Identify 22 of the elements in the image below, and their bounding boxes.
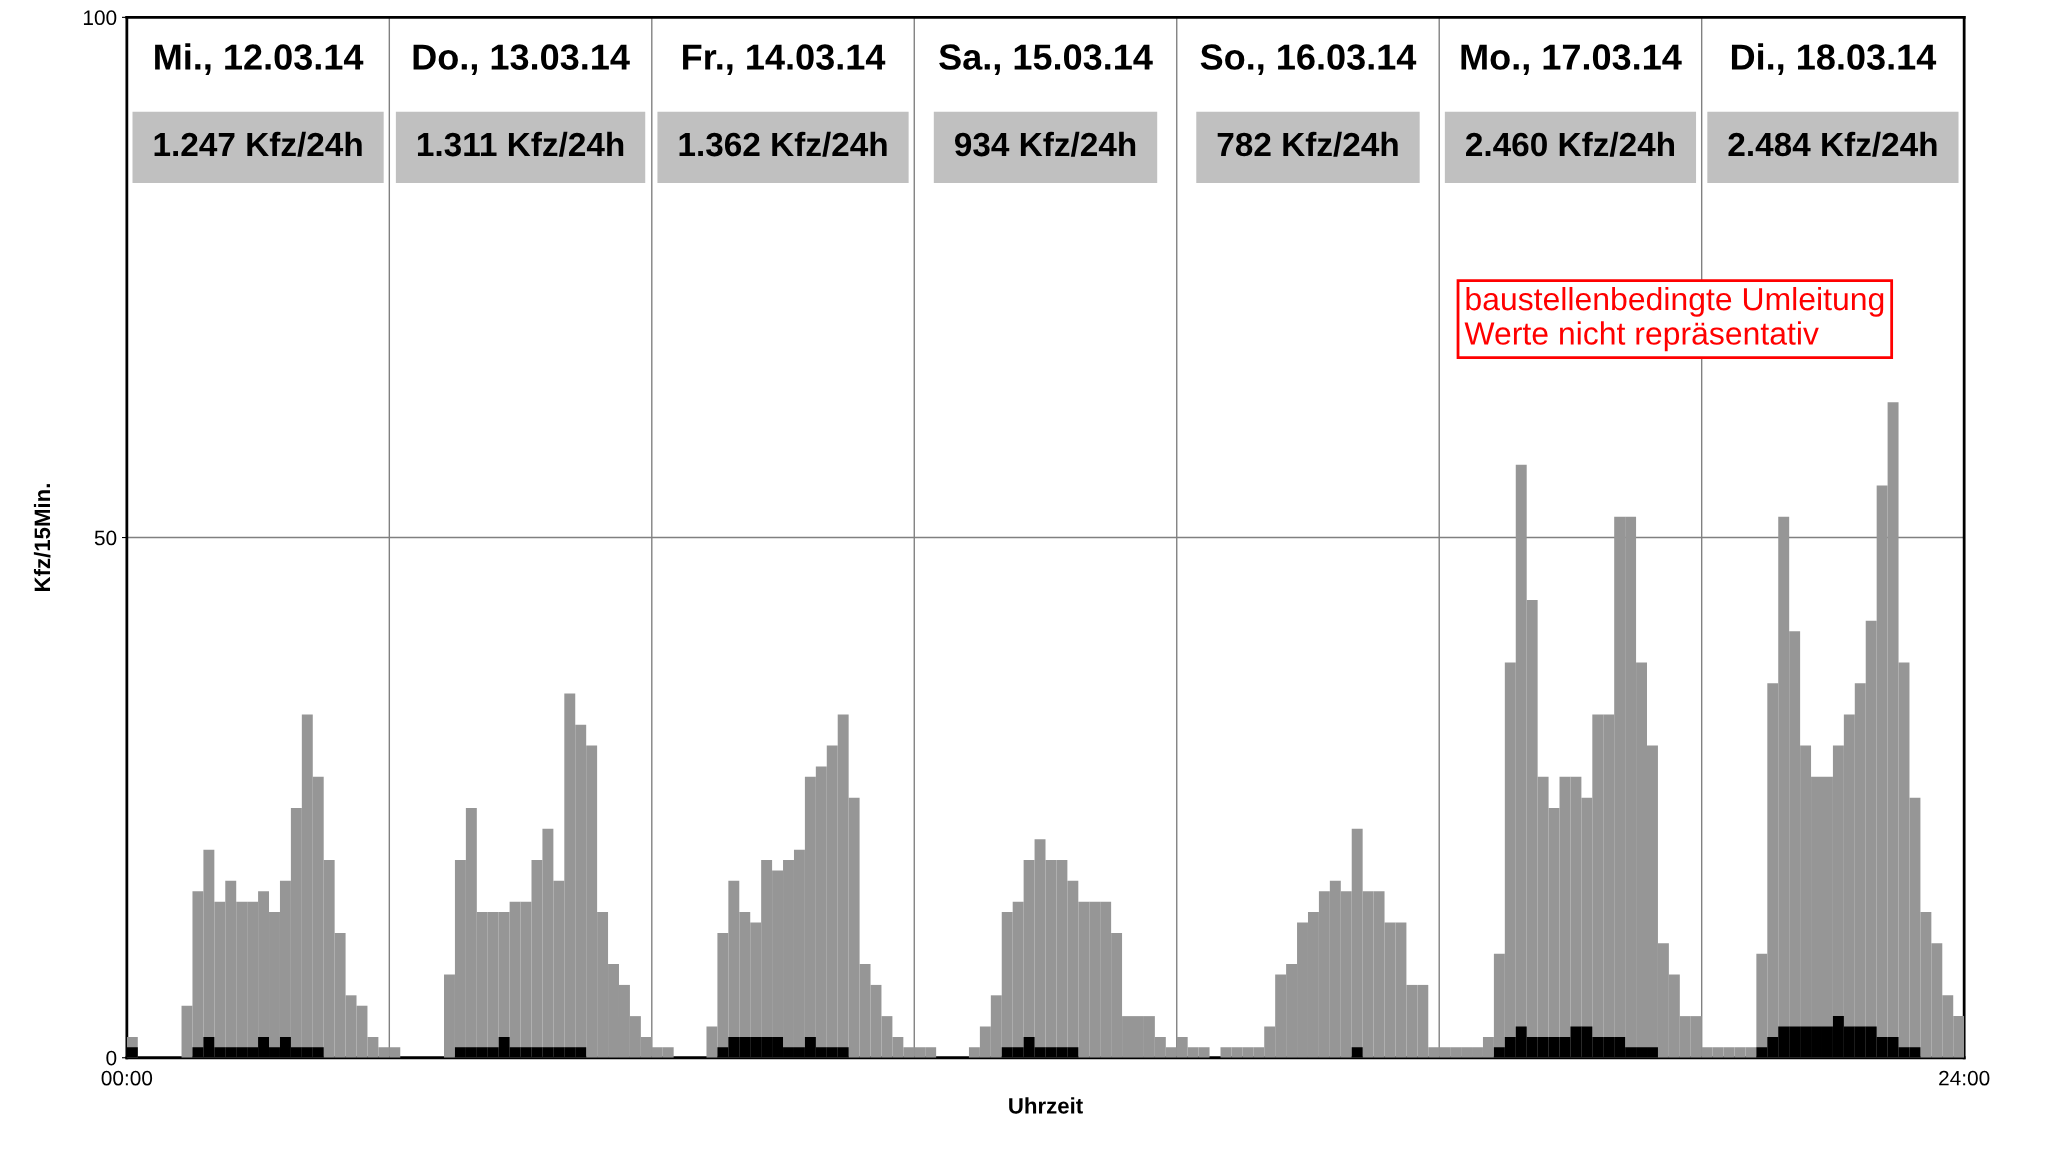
annotation: Do., 13.03.14: [413, 44, 630, 76]
annotation: baustellenbedingte Umleitung Werte nicht repräsentativ: [1464, 286, 1884, 352]
annotation: So., 16.03.14: [1200, 44, 1417, 76]
y-tick-label: 50: [94, 530, 117, 546]
annotation: Sa., 15.03.14: [939, 44, 1153, 76]
annotation: 782 Kfz/24h: [1217, 131, 1398, 157]
y-axis-title: Kfz/15Min.: [33, 484, 51, 591]
annotation: Mo., 17.03.14: [1461, 44, 1682, 76]
annotation: 2.484 Kfz/24h: [1728, 131, 1937, 157]
y-tick-label: 0: [106, 1050, 117, 1066]
annotation: 1.362 Kfz/24h: [679, 131, 887, 157]
annotation: Fr., 14.03.14: [683, 44, 886, 76]
x-axis-title: Uhrzeit: [1009, 1097, 1083, 1114]
annotation: 1.311 Kfz/24h: [417, 131, 624, 157]
annotation: Mi., 12.03.14: [155, 43, 364, 76]
annotation: 1.247 Kfz/24h: [154, 131, 362, 157]
annotation: 2.460 Kfz/24h: [1466, 131, 1674, 157]
y-tick-label: 100: [83, 10, 117, 26]
text: 00:00: [101, 1070, 153, 1086]
annotation: 934 Kfz/24h: [954, 131, 1136, 157]
annotation: Di., 18.03.14: [1731, 43, 1937, 76]
text: 24:00: [1939, 1070, 1990, 1086]
